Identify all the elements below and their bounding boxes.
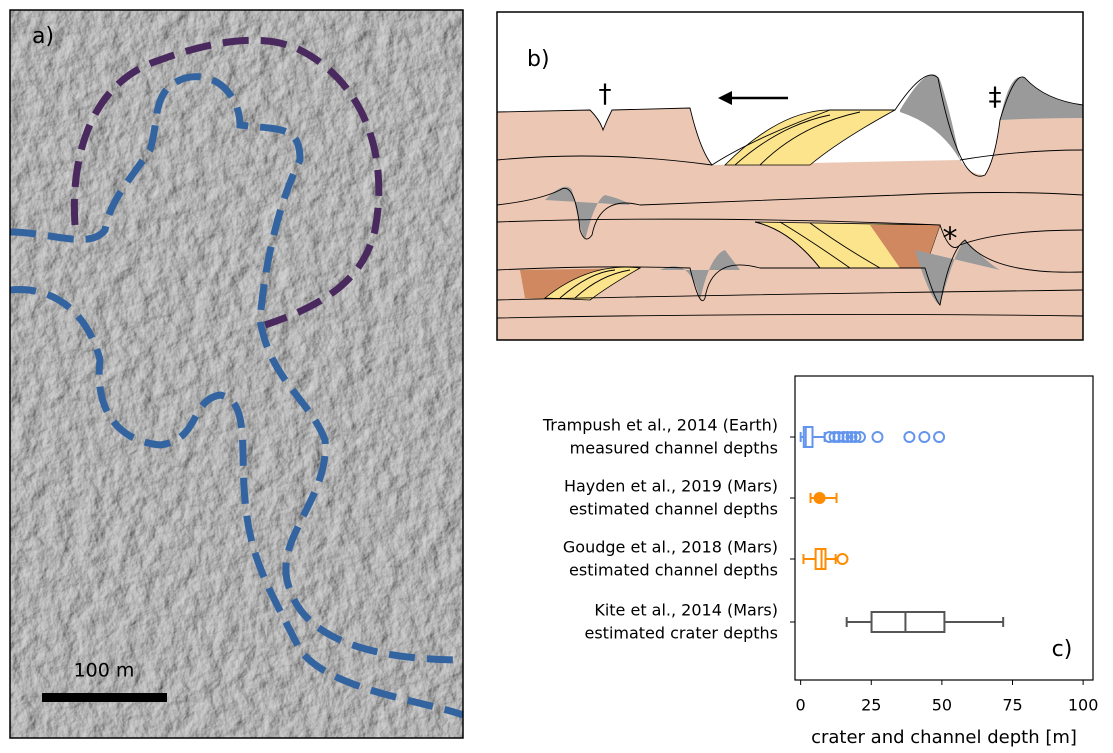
- outlier: [934, 432, 944, 442]
- outlier: [837, 554, 847, 564]
- outlier: [919, 432, 929, 442]
- axes-frame: [795, 376, 1093, 680]
- panel-label: c): [1052, 637, 1073, 662]
- panel-c: c) crater and channel depth [m] 0 25 50 75 1…: [542, 376, 1099, 748]
- marker: †: [599, 80, 612, 110]
- y-tick-label: estimated channel depths: [569, 500, 778, 519]
- marker: ‡: [989, 83, 1002, 113]
- scale-label: 100 m: [74, 660, 135, 682]
- panel-label: b): [527, 47, 550, 72]
- outlier: [872, 432, 882, 442]
- outlier: [904, 432, 914, 442]
- y-tick-label: estimated channel depths: [569, 561, 778, 580]
- x-tick-label: 50: [932, 696, 952, 715]
- y-tick-label: Goudge et al., 2018 (Mars): [563, 538, 778, 557]
- x-tick-label: 75: [1002, 696, 1022, 715]
- scale-bar: [42, 693, 167, 702]
- y-tick-label: Trampush et al., 2014 (Earth): [542, 416, 778, 435]
- marker: *: [943, 222, 958, 257]
- figure: 100 m a) b) † ‡ * c) crater and channel …: [0, 0, 1113, 749]
- y-tick-label: measured channel depths: [570, 439, 778, 458]
- y-tick-label: Kite et al., 2014 (Mars): [594, 601, 778, 620]
- panel-b: b) † ‡ *: [497, 47, 1083, 340]
- box: [872, 612, 945, 632]
- x-axis-label: crater and channel depth [m]: [811, 727, 1077, 748]
- x-tick-label: 100: [1068, 696, 1099, 715]
- y-tick-label: estimated crater depths: [584, 624, 778, 643]
- mean-point: [814, 492, 826, 504]
- x-tick-label: 25: [861, 696, 881, 715]
- y-tick-label: Hayden et al., 2019 (Mars): [564, 477, 778, 496]
- x-tick-label: 0: [796, 696, 806, 715]
- panel-label: a): [32, 24, 54, 49]
- panel-a: 100 m a): [10, 10, 463, 738]
